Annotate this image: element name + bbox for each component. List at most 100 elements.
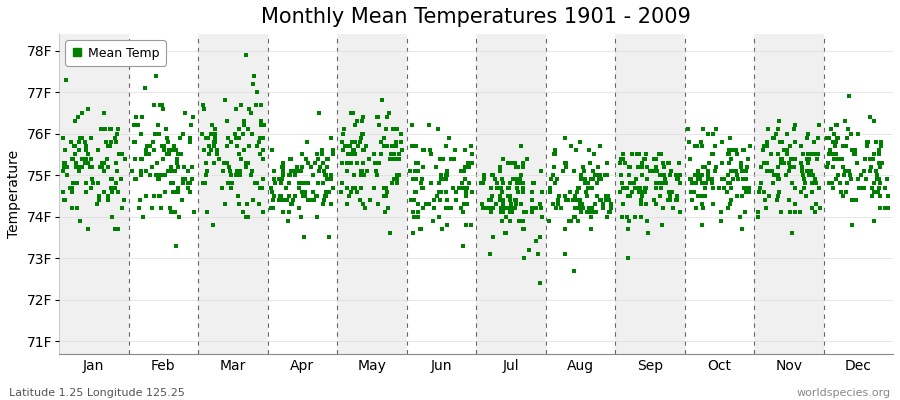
Point [438,172,453,178]
Point [796,184,811,191]
Point [689,143,704,149]
Point [496,197,510,203]
Point [266,205,280,212]
Point [838,118,852,124]
Point [410,213,424,220]
Point [799,155,814,162]
Point [184,180,198,187]
Point [712,184,726,191]
Point [562,197,576,203]
Point [346,110,360,116]
Point [320,164,335,170]
Point [410,201,425,207]
Point [771,172,786,178]
Point [646,168,661,174]
Bar [754,34,824,354]
Point [247,72,261,79]
Point [212,155,226,162]
Point [486,172,500,178]
Point [344,110,358,116]
Point [112,188,126,195]
Point [638,184,652,191]
Point [345,139,359,145]
Point [148,72,163,79]
Point [695,172,709,178]
Point [828,176,842,182]
Point [462,164,476,170]
Point [775,155,789,162]
Point [384,143,399,149]
Point [788,184,802,191]
Point [406,230,420,236]
Point [637,155,652,162]
Point [872,160,886,166]
Point [653,172,668,178]
Point [849,197,863,203]
Point [134,155,148,162]
Point [698,180,712,187]
Point [760,168,774,174]
Point [826,164,841,170]
Point [320,176,335,182]
Point [200,134,214,141]
Point [602,209,616,216]
Point [628,176,643,182]
Point [863,168,878,174]
Point [142,172,157,178]
Point [379,188,393,195]
Point [736,184,751,191]
Point [516,218,530,224]
Point [101,193,115,199]
Text: Latitude 1.25 Longitude 125.25: Latitude 1.25 Longitude 125.25 [9,388,184,398]
Point [169,160,184,166]
Point [71,168,86,174]
Point [152,193,166,199]
Point [104,184,119,191]
Point [482,205,496,212]
Point [840,143,854,149]
Point [75,155,89,162]
Point [340,151,355,158]
Point [153,193,167,199]
Point [101,143,115,149]
Point [319,172,333,178]
Point [166,147,181,154]
Point [139,168,153,174]
Point [145,205,159,212]
Point [253,151,267,158]
Point [503,218,517,224]
Point [799,193,814,199]
Point [99,139,113,145]
Point [274,197,289,203]
Point [771,164,786,170]
Point [302,180,316,187]
Point [321,234,336,240]
Point [492,193,507,199]
Point [457,176,472,182]
Point [695,201,709,207]
Point [127,122,141,128]
Point [543,184,557,191]
Point [274,193,288,199]
Point [482,251,497,257]
Point [176,180,190,187]
Point [826,155,841,162]
Point [504,201,518,207]
Point [634,164,649,170]
Point [250,143,265,149]
Point [763,168,778,174]
Bar [545,34,615,354]
Point [428,205,442,212]
Point [620,184,634,191]
Point [74,134,88,141]
Point [516,226,530,232]
Point [593,172,608,178]
Point [295,151,310,158]
Point [493,205,508,212]
Point [181,168,195,174]
Point [199,134,213,141]
Point [729,172,743,178]
Point [164,164,178,170]
Point [567,193,581,199]
Point [784,230,798,236]
